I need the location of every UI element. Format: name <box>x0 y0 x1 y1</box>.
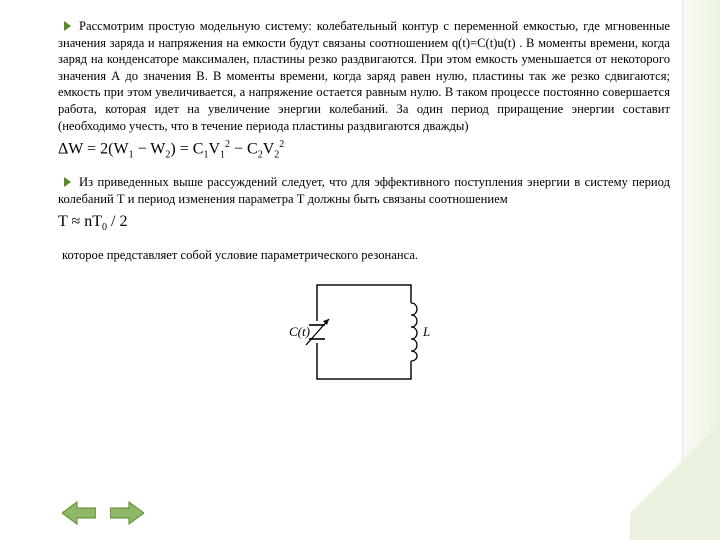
formula-delta-w: ΔW = 2(W1 − W2) = C1V12 − C2V22 <box>58 136 670 164</box>
next-slide-button[interactable] <box>110 500 144 526</box>
paragraph-1-text: Рассмотрим простую модельную систему: ко… <box>58 19 670 133</box>
circuit-label-c: C(t) <box>289 324 310 339</box>
bullet-icon <box>64 177 71 187</box>
paragraph-1-block: Рассмотрим простую модельную систему: ко… <box>58 18 670 164</box>
circuit-label-l: L <box>422 324 430 339</box>
slide-content: Рассмотрим простую модельную систему: ко… <box>58 18 670 396</box>
background-corner-wedge <box>630 400 720 540</box>
formula-period: T ≈ nT0 / 2 <box>58 209 670 236</box>
arrow-right-icon <box>110 500 144 526</box>
paragraph-2-block: Из приведенных выше рассуждений следует,… <box>58 174 670 237</box>
paragraph-3: которое представляет собой условие парам… <box>62 247 670 264</box>
paragraph-2: Из приведенных выше рассуждений следует,… <box>58 174 670 207</box>
paragraph-3-text: которое представляет собой условие парам… <box>62 248 418 262</box>
circuit-diagram-container: C(t) L <box>58 273 670 396</box>
arrow-left-icon <box>62 500 96 526</box>
paragraph-1: Рассмотрим простую модельную систему: ко… <box>58 18 670 134</box>
paragraph-2-text: Из приведенных выше рассуждений следует,… <box>58 175 670 206</box>
circuit-diagram: C(t) L <box>289 273 439 391</box>
bullet-icon <box>64 21 71 31</box>
prev-slide-button[interactable] <box>62 500 96 526</box>
